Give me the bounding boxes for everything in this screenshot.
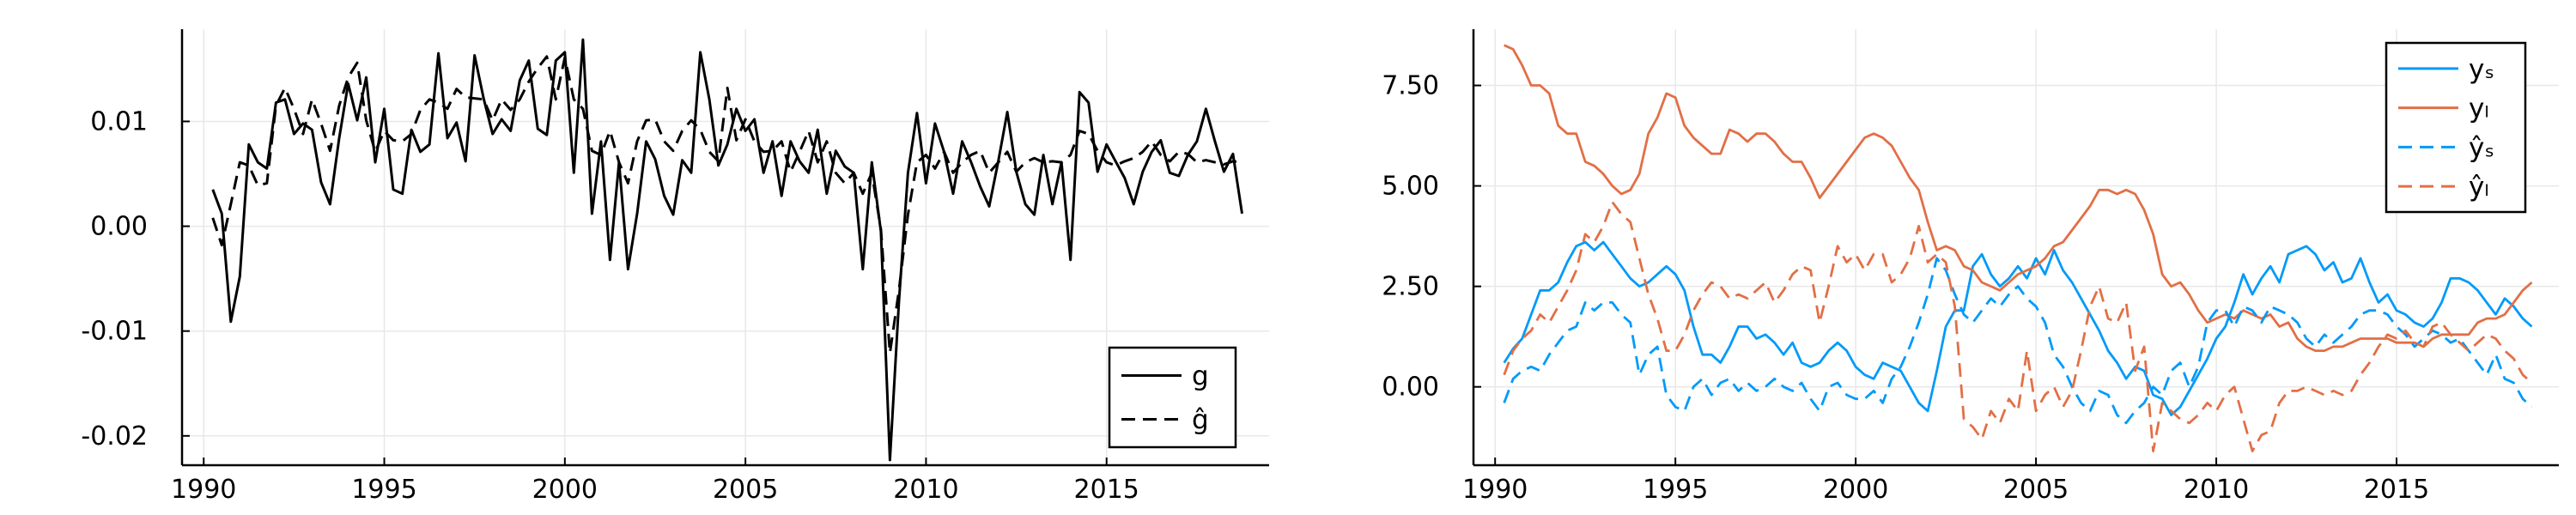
legend-label: yₗ [2469,94,2489,124]
y-tick-label: 0.00 [90,212,148,242]
x-tick-label: 1995 [1643,475,1708,505]
x-tick-label: 2015 [1074,475,1139,505]
legend-label: ŷₗ [2469,172,2489,203]
y-tick-label: -0.02 [81,421,148,451]
x-tick-label: 2000 [532,475,598,505]
y-tick-label: 0.01 [90,106,148,136]
legend-label: ŷₛ [2469,132,2494,163]
y-tick-label: -0.01 [81,317,148,347]
legend: gĝ [1108,346,1237,449]
y-tick-label: 7.50 [1382,71,1439,101]
x-tick-label: 2000 [1823,475,1888,505]
x-tick-label: 2005 [2003,475,2069,505]
y-tick-label: 5.00 [1382,172,1439,202]
series-line-0 [1503,240,2533,416]
x-tick-label: 1995 [351,475,416,505]
x-tick-label: 1990 [171,475,236,505]
right-panel: 1990 1995 2000 2005 2010 2015 0.00 2.50 5.00 7.50… [1382,29,2559,505]
y-tick-label: 2.50 [1382,272,1439,302]
series-line-0 [211,38,1243,462]
legend-box [2385,41,2527,214]
legend: yₛ yₗ ŷₛ ŷₗ [2385,41,2527,214]
x-tick-label: 2010 [2184,475,2249,505]
legend-box [1108,346,1237,449]
y-tick-label: 0.00 [1382,373,1439,403]
series-line-1 [1504,44,2533,353]
series-line-2 [1503,257,2533,425]
legend-label: ĝ [1192,405,1209,436]
x-tick-label: 1990 [1462,475,1528,505]
series-line-1 [211,55,1242,354]
x-tick-label: 2005 [713,475,778,505]
left-panel: 1990 1995 2000 2005 2010 2015 -0.02 -0.01 0.00 0.… [81,29,1269,505]
x-tick-label: 2015 [2364,475,2429,505]
legend-label: g [1192,361,1209,392]
x-tick-label: 2010 [893,475,958,505]
legend-label: yₛ [2469,54,2494,85]
